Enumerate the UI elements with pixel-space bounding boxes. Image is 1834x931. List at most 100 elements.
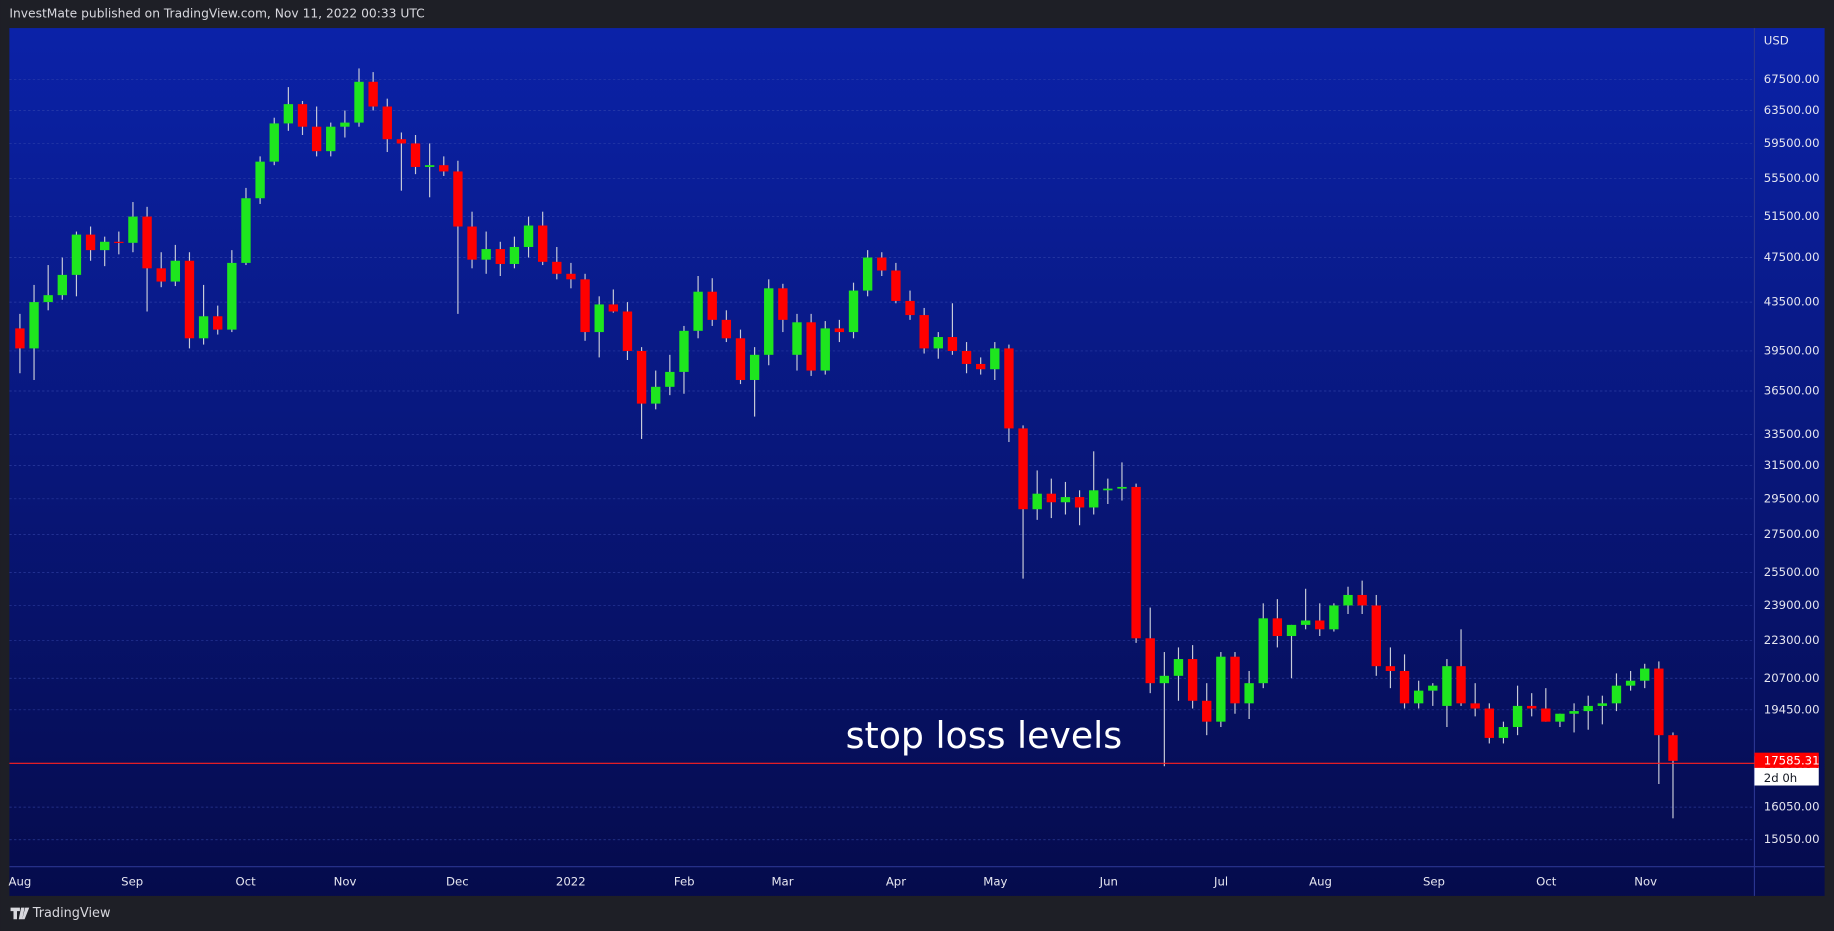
candle-body [184, 260, 195, 339]
candle-body [1555, 713, 1565, 722]
candle-body [975, 363, 986, 370]
candle-body [1371, 605, 1381, 667]
x-tick-label: Oct [1536, 874, 1557, 888]
candle-body [891, 270, 901, 301]
candle-body [170, 260, 181, 282]
candle-body [1315, 620, 1325, 630]
x-tick-label: Nov [334, 874, 357, 888]
last-price-label: 17585.31 [1764, 753, 1820, 767]
candle-body [1654, 668, 1664, 736]
y-tick-label: 33500.00 [1764, 427, 1820, 441]
candle-body [792, 322, 802, 355]
candle-body [1117, 486, 1127, 489]
candle-body [651, 386, 661, 404]
candle-body [693, 291, 703, 331]
candle-body [1399, 670, 1410, 704]
last-price-box [1754, 752, 1819, 768]
candle-body [1413, 690, 1424, 704]
candle-body [538, 225, 548, 262]
y-tick-label: 43500.00 [1764, 295, 1820, 309]
candle-body [495, 249, 505, 264]
candle-body [721, 319, 732, 339]
candle-body [1187, 659, 1198, 701]
candle-body [877, 257, 887, 271]
x-tick-label: Jun [1099, 874, 1118, 888]
candle-body [1329, 605, 1339, 630]
x-tick-label: Mar [771, 874, 793, 888]
candle-body [1046, 493, 1056, 503]
axes: 15050.00 16050.00 19450.00 20700.00 22300.00… [9, 72, 1820, 888]
candle-body [1060, 497, 1071, 503]
candle-body [128, 216, 138, 243]
candle-body [71, 234, 82, 275]
candle-body [1541, 708, 1551, 722]
candle-body [665, 371, 675, 387]
candle-body [198, 316, 209, 339]
candle-body [1018, 428, 1028, 510]
x-tick-label: Apr [886, 874, 906, 888]
candle-body [1428, 685, 1438, 691]
candle-body [453, 171, 463, 227]
y-tick-label: 31500.00 [1764, 458, 1820, 472]
x-tick-label: Aug [1309, 874, 1332, 888]
candle-body [749, 354, 760, 380]
candle-body [340, 122, 350, 127]
candle-body [29, 302, 39, 349]
y-tick-label: 16050.00 [1764, 800, 1820, 814]
candle-body [1300, 620, 1311, 625]
candle-body [1668, 735, 1678, 761]
candle-body [523, 225, 534, 247]
candle-body [1202, 700, 1212, 722]
candle-body [311, 126, 322, 152]
candle-body [1597, 703, 1608, 706]
candle-body [806, 322, 816, 371]
y-tick-label: 20700.00 [1764, 671, 1820, 685]
countdown: 2d 0h [1764, 771, 1797, 785]
candle-body [467, 226, 477, 260]
candle-body [1512, 705, 1523, 728]
candle-body [1442, 666, 1452, 706]
candle-body [283, 104, 294, 124]
candle-body [142, 216, 152, 269]
y-tick-label: 63500.00 [1764, 103, 1820, 117]
x-tick-label: Sep [121, 874, 143, 888]
y-tick-label: 67500.00 [1764, 72, 1820, 86]
candle-body [820, 328, 830, 371]
y-tick-label: 39500.00 [1764, 343, 1820, 357]
candle-body [354, 81, 364, 123]
candle-body [15, 328, 25, 349]
candle-body [1640, 668, 1650, 681]
candle-body [1357, 594, 1367, 606]
candle-body [1103, 488, 1113, 491]
candle-body [848, 290, 859, 333]
candle-body [679, 330, 689, 372]
candle-body [1258, 618, 1268, 684]
candle-body [227, 262, 237, 330]
candle-body [396, 139, 407, 144]
candle-body [1470, 703, 1480, 709]
candle-body [862, 257, 873, 291]
candle-body [566, 273, 576, 280]
candle-body [1074, 497, 1085, 508]
candle-body [1385, 666, 1396, 671]
x-tick-label: Sep [1423, 874, 1445, 888]
candle-body [905, 300, 915, 316]
x-tick-label: Feb [674, 874, 695, 888]
candle-body [1569, 711, 1579, 714]
candle-body [326, 126, 336, 152]
candle-body [1230, 656, 1240, 704]
candle-body [1611, 685, 1622, 704]
candle-body [961, 350, 972, 364]
y-tick-label: 47500.00 [1764, 250, 1820, 264]
x-tick-label: Oct [236, 874, 257, 888]
y-tick-label: 25500.00 [1764, 565, 1820, 579]
candle-body [990, 348, 1000, 370]
footer: TradingView [32, 906, 111, 921]
candle-body [1004, 348, 1014, 429]
candle-body [85, 234, 96, 251]
candle-body [1173, 659, 1184, 676]
candle-body [156, 268, 166, 282]
y-tick-label: 15050.00 [1764, 832, 1820, 846]
x-tick-label: Aug [9, 874, 32, 888]
